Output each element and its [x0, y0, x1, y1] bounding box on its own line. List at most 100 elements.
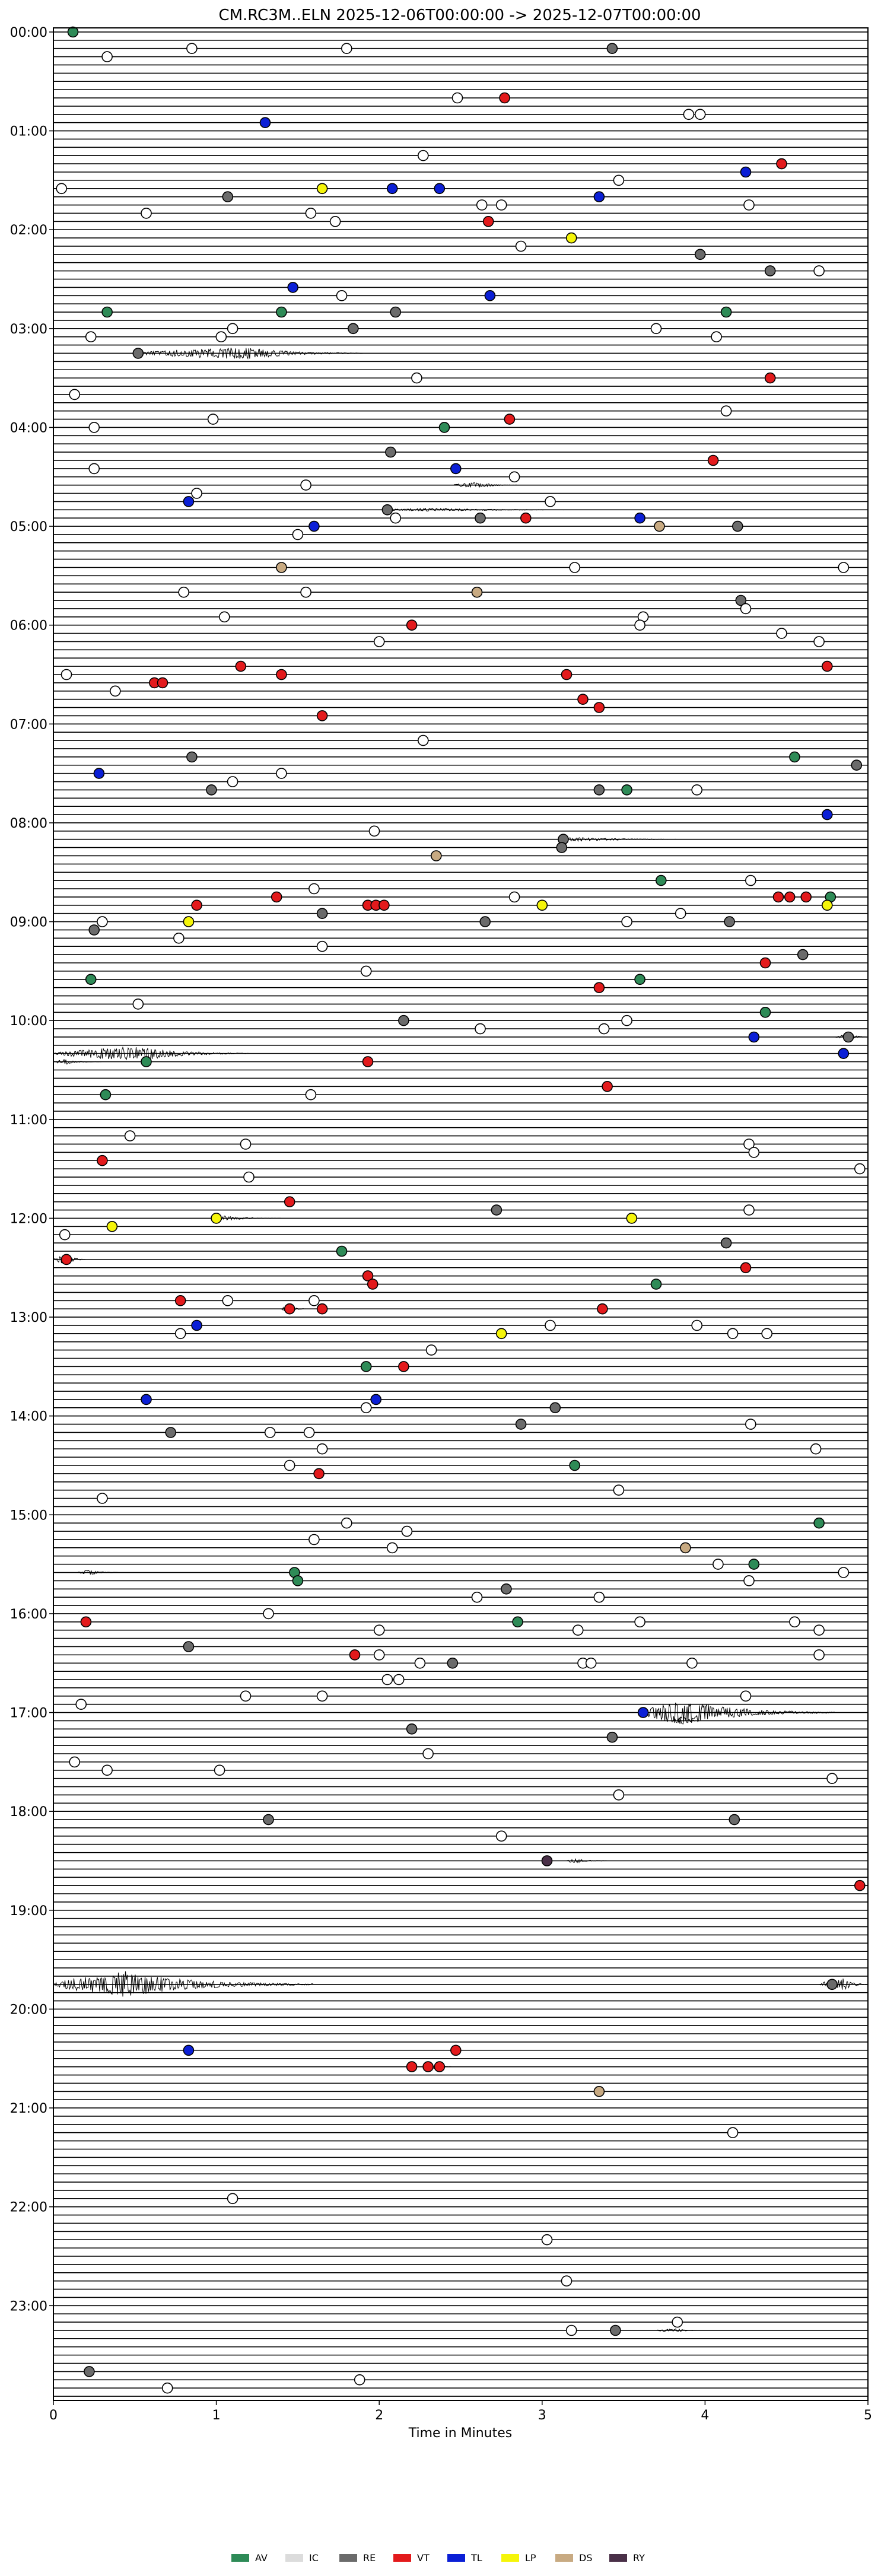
event-marker-ic — [634, 1616, 645, 1628]
event-marker-re — [720, 1237, 732, 1249]
event-marker-re — [694, 249, 706, 260]
event-marker-ry — [541, 1855, 553, 1866]
event-marker-ic — [761, 1328, 772, 1340]
event-marker-ic — [672, 2316, 683, 2328]
event-marker-ic — [373, 1624, 385, 1636]
x-axis-ticks: 0 1 2 3 4 5 — [49, 2400, 872, 2423]
event-marker-ic — [613, 1789, 625, 1801]
event-marker-vt — [174, 1295, 186, 1306]
event-marker-tl — [450, 463, 462, 475]
event-marker-ic — [711, 331, 722, 343]
event-marker-re — [735, 594, 747, 606]
event-marker-ic — [810, 1443, 822, 1455]
event-marker-re — [222, 191, 234, 203]
event-markers — [56, 26, 866, 2394]
event-marker-av — [141, 1056, 152, 1067]
event-marker-ic — [417, 734, 429, 746]
legend-label-ic: IC — [309, 2552, 319, 2564]
event-marker-re — [475, 512, 486, 524]
event-marker-ic — [240, 1138, 252, 1150]
event-marker-ic — [401, 1525, 413, 1537]
y-tick-label: 03:00 — [10, 322, 47, 337]
event-marker-ic — [414, 1658, 426, 1669]
event-marker-ic — [69, 1756, 80, 1768]
event-marker-ic — [748, 1147, 760, 1158]
event-marker-ic — [713, 1559, 724, 1570]
event-marker-ic — [508, 891, 520, 903]
signal-burst — [53, 1058, 102, 1065]
event-marker-vt — [406, 2061, 418, 2072]
event-marker-av — [67, 26, 79, 38]
event-marker-ic — [422, 1748, 434, 1760]
y-tick-label: 18:00 — [10, 1805, 47, 1820]
event-marker-ic — [675, 908, 686, 919]
signal-burst — [216, 1216, 282, 1221]
signal-burst — [135, 347, 363, 360]
y-tick-label: 05:00 — [10, 520, 47, 535]
event-marker-av — [100, 1089, 112, 1101]
y-tick-label: 01:00 — [10, 125, 47, 139]
event-marker-ic — [292, 529, 304, 540]
event-marker-ic — [508, 471, 520, 483]
event-marker-re — [764, 265, 776, 276]
event-marker-av — [650, 1279, 662, 1290]
y-tick-label: 16:00 — [10, 1607, 47, 1622]
signal-burst — [77, 1570, 118, 1576]
event-marker-ic — [227, 776, 238, 787]
event-marker-av — [656, 874, 667, 886]
event-marker-ic — [305, 1089, 317, 1101]
event-marker-ic — [174, 1328, 186, 1340]
event-marker-re — [556, 842, 568, 853]
event-marker-ic — [495, 1830, 507, 1842]
y-tick-label: 04:00 — [10, 421, 47, 435]
event-marker-re — [385, 446, 396, 458]
event-marker-vt — [422, 2061, 434, 2072]
event-marker-re — [610, 2324, 621, 2336]
event-marker-re — [606, 1731, 618, 1743]
y-tick-label: 14:00 — [10, 1410, 47, 1424]
event-marker-vt — [284, 1303, 295, 1315]
event-marker-ic — [141, 208, 152, 219]
event-marker-ic — [545, 496, 556, 507]
event-marker-tl — [191, 1319, 202, 1331]
legend-label-ry: RY — [633, 2552, 645, 2564]
event-marker-ds — [654, 520, 665, 532]
event-marker-tl — [637, 1707, 649, 1718]
event-marker-vt — [482, 215, 494, 227]
event-marker-ic — [813, 1649, 825, 1661]
legend-swatch-lp — [501, 2554, 519, 2562]
event-marker-ic — [683, 109, 695, 120]
event-marker-ic — [495, 199, 507, 211]
event-marker-ic — [691, 1319, 702, 1331]
event-marker-ds — [471, 586, 483, 598]
event-marker-vt — [316, 1303, 328, 1315]
event-marker-ic — [227, 2193, 238, 2205]
event-marker-vt — [764, 372, 776, 384]
event-marker-ic — [743, 1575, 755, 1586]
event-marker-ic — [178, 586, 190, 598]
signal-burst — [566, 1858, 607, 1863]
event-marker-ic — [727, 1328, 739, 1340]
legend-swatch-av — [231, 2554, 249, 2562]
event-marker-ic — [720, 405, 732, 417]
legend-label-lp: LP — [525, 2552, 536, 2564]
event-marker-ic — [101, 1764, 113, 1776]
event-marker-lp — [316, 183, 328, 195]
event-marker-tl — [370, 1394, 382, 1405]
event-marker-ic — [186, 43, 198, 54]
y-tick-label: 13:00 — [10, 1311, 47, 1325]
event-marker-vt — [61, 1254, 72, 1265]
event-marker-ic — [838, 562, 850, 573]
event-marker-av — [789, 751, 800, 763]
event-marker-re — [186, 751, 198, 763]
event-marker-ic — [85, 331, 97, 343]
event-marker-ic — [789, 1616, 800, 1628]
event-marker-ic — [515, 240, 527, 252]
legend: AV IC RE VT TL LP DS RY — [231, 2552, 645, 2564]
y-tick-label: 00:00 — [10, 26, 47, 40]
event-marker-vt — [707, 454, 719, 466]
event-marker-ic — [173, 933, 185, 944]
event-marker-ic — [240, 1690, 252, 1702]
legend-label-vt: VT — [417, 2552, 430, 2564]
event-marker-av — [438, 422, 450, 433]
